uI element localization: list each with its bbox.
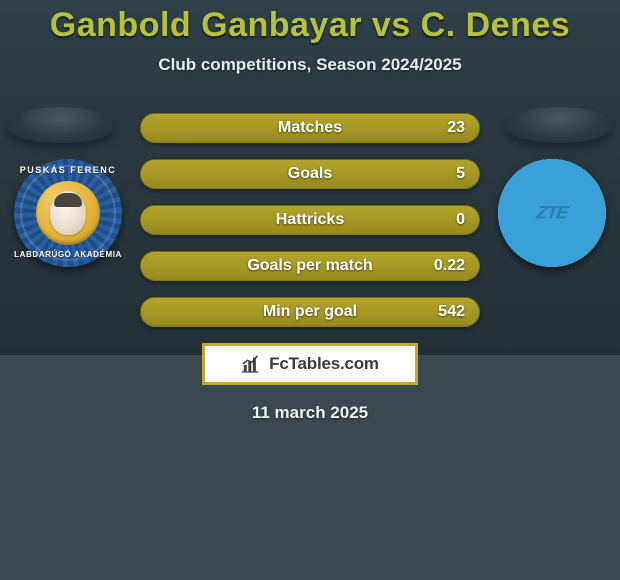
stat-value: 23 [447,119,465,137]
badge-right-disc: ZTE [498,159,606,267]
stat-value: 0.22 [434,257,465,275]
badge-left-gold-disc [36,181,100,245]
subtitle: Club competitions, Season 2024/2025 [0,55,620,75]
brand-box[interactable]: FcTables.com [202,343,418,385]
stat-bar: Min per goal 542 [140,297,480,327]
page-title: Ganbold Ganbayar vs C. Denes [0,0,620,45]
stat-bar: Hattricks 0 [140,205,480,235]
stats-bars: Matches 23 Goals 5 Hattricks 0 Goals per… [140,113,480,327]
team-badge-left: PUSKÁS FERENC LABDARÚGÓ AKADÉMIA [14,159,122,267]
pedestal-right [504,107,614,143]
arena: PUSKÁS FERENC LABDARÚGÓ AKADÉMIA ZTE Mat… [0,113,620,423]
badge-left-bottom-text: LABDARÚGÓ AKADÉMIA [14,250,122,259]
stat-label: Goals per match [247,257,372,275]
stat-label: Hattricks [276,211,344,229]
stat-bar: Goals per match 0.22 [140,251,480,281]
stat-value: 5 [456,165,465,183]
stat-value: 542 [438,303,465,321]
team-badge-right: ZTE [498,159,606,267]
stat-label: Matches [278,119,342,137]
badge-left-top-text: PUSKÁS FERENC [14,165,122,175]
date-text: 11 march 2025 [0,403,620,423]
content-root: Ganbold Ganbayar vs C. Denes Club compet… [0,0,620,580]
badge-right-center-text: ZTE [537,203,568,224]
brand-text: FcTables.com [269,354,379,374]
bar-chart-icon [241,353,263,375]
stat-bar: Matches 23 [140,113,480,143]
stat-value: 0 [456,211,465,229]
badge-left-ring: PUSKÁS FERENC LABDARÚGÓ AKADÉMIA [14,159,122,267]
pedestal-left [6,107,116,143]
stat-label: Min per goal [263,303,357,321]
portrait-icon [50,191,86,235]
stat-bar: Goals 5 [140,159,480,189]
stat-label: Goals [288,165,332,183]
